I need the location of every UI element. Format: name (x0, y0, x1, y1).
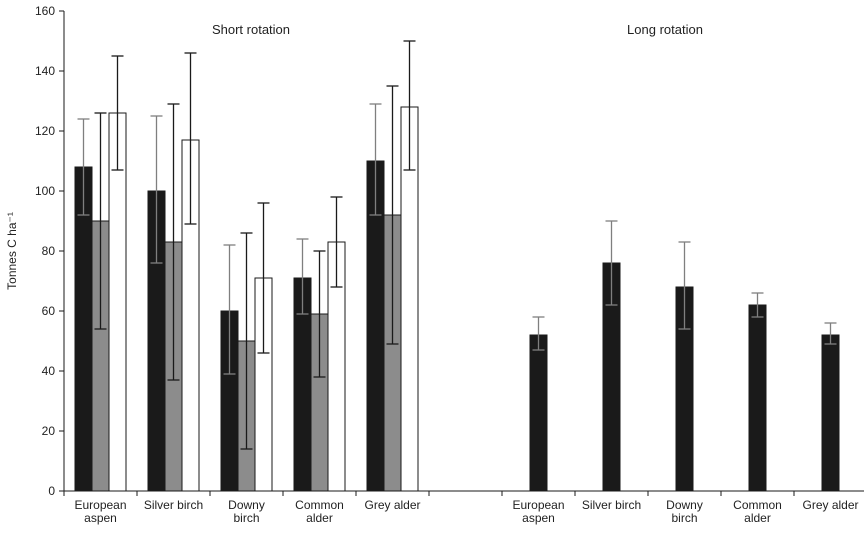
category-label: Common (295, 498, 344, 512)
category-label: Silver birch (582, 498, 641, 512)
error-bars (77, 40, 837, 450)
y-tick-label: 120 (35, 124, 55, 138)
y-tick-label: 80 (42, 244, 56, 258)
bars (74, 106, 840, 492)
y-tick-label: 60 (42, 304, 56, 318)
bar (748, 304, 767, 492)
category-label: European (512, 498, 564, 512)
y-tick-label: 0 (48, 484, 55, 498)
bar (821, 334, 840, 492)
category-label: alder (306, 511, 333, 525)
category-label: aspen (84, 511, 117, 525)
y-tick-label: 40 (42, 364, 56, 378)
category-label: Grey alder (364, 498, 420, 512)
y-tick-label: 20 (42, 424, 56, 438)
category-label: Grey alder (802, 498, 858, 512)
category-label: Common (733, 498, 782, 512)
y-axis-title: Tonnes C ha⁻¹ (5, 212, 19, 290)
category-label: birch (671, 511, 697, 525)
category-label: aspen (522, 511, 555, 525)
y-ticks: 0 20 40 60 80 100 120 140 160 (35, 4, 64, 498)
panel-title-short: Short rotation (212, 22, 290, 37)
bar (529, 334, 548, 492)
category-label: European (74, 498, 126, 512)
category-label: Silver birch (144, 498, 203, 512)
panel-title-long: Long rotation (627, 22, 703, 37)
y-tick-label: 160 (35, 4, 55, 18)
y-tick-label: 140 (35, 64, 55, 78)
y-tick-label: 100 (35, 184, 55, 198)
x-ticks (63, 491, 795, 496)
category-label: alder (744, 511, 771, 525)
category-label: Downy (666, 498, 703, 512)
category-label: birch (233, 511, 259, 525)
category-label: Downy (228, 498, 265, 512)
